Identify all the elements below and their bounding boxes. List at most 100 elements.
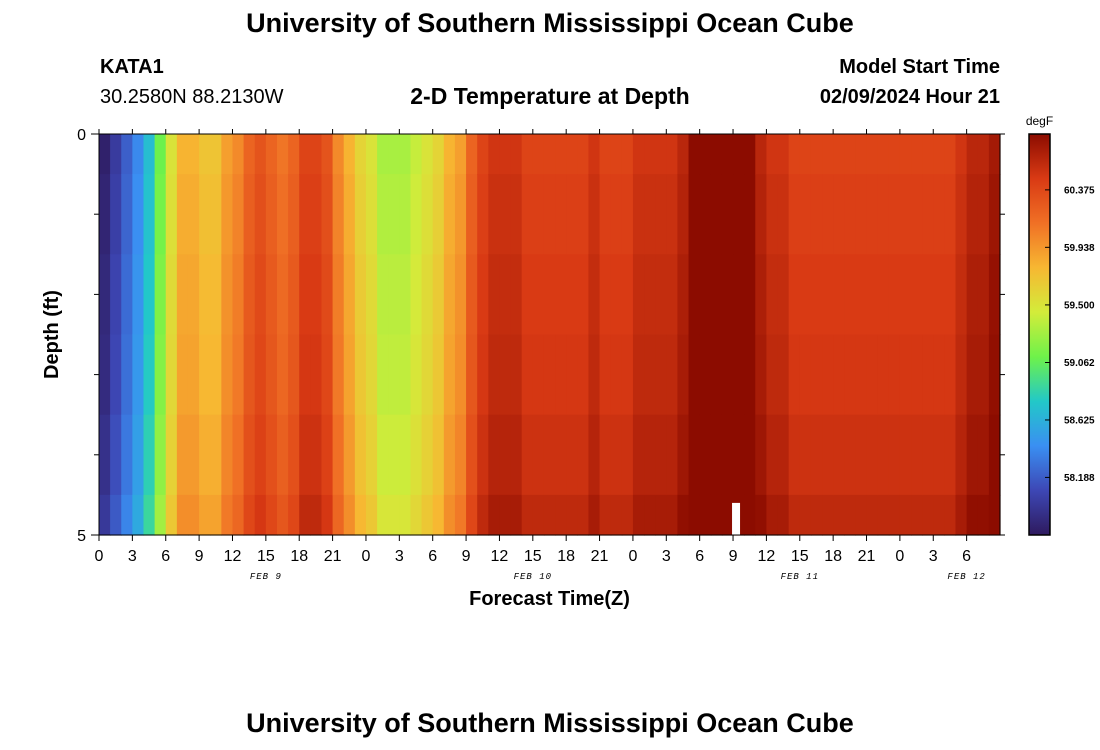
heatmap-cell <box>143 334 156 416</box>
heatmap-cell <box>165 254 178 336</box>
heatmap-cell <box>354 254 367 336</box>
heatmap-cell <box>599 334 612 416</box>
heatmap-cell <box>655 334 667 416</box>
heatmap-cell <box>276 174 289 255</box>
heatmap-cell <box>466 134 478 175</box>
heatmap-cell <box>977 414 990 496</box>
heatmap-cell <box>276 334 289 416</box>
heatmap-cell <box>454 334 467 416</box>
colorbar-unit-label: degF <box>1026 114 1053 128</box>
heatmap-cell <box>365 334 378 416</box>
heatmap-cell <box>99 254 111 336</box>
heatmap-cell <box>933 414 945 496</box>
heatmap-cell <box>844 174 856 255</box>
heatmap-cell <box>677 414 690 496</box>
colorbar: 58.188 58.625 59.062 59.500 59.938 60.375 degF <box>1026 114 1095 536</box>
heatmap-cell <box>321 334 334 416</box>
heatmap-cell <box>844 334 856 416</box>
heatmap-cell <box>176 254 189 336</box>
heatmap-cell <box>632 414 645 496</box>
heatmap-cell <box>532 334 545 416</box>
heatmap-cell <box>610 254 623 336</box>
heatmap-cell <box>766 134 779 175</box>
heatmap-cell <box>911 334 923 416</box>
heatmap-cell <box>644 334 656 416</box>
heatmap-cell <box>710 174 723 255</box>
heatmap-cell <box>799 414 812 496</box>
heatmap-cell <box>766 254 779 336</box>
heatmap-cell <box>421 134 434 175</box>
heatmap-cell <box>399 414 412 496</box>
heatmap-cell <box>988 174 1001 255</box>
heatmap-cell <box>165 494 178 536</box>
heatmap-cell <box>388 334 400 416</box>
temperature-heatmap-chart: 0 3 6 9 12 15 18 21 0 3 6 9 12 15 18 21 0 3 6 9 12 15 18 21 0 3 6 F… <box>41 114 1095 610</box>
heatmap-cell <box>677 254 690 336</box>
heatmap-cell <box>599 134 612 175</box>
heatmap-cell <box>810 334 823 416</box>
heatmap-cell <box>688 254 701 336</box>
heatmap-cell <box>555 494 567 536</box>
heatmap-cell <box>110 334 122 416</box>
heatmap-cell <box>788 174 801 255</box>
heatmap-cell <box>588 334 601 416</box>
heatmap-cell <box>477 174 489 255</box>
heatmap-cell <box>833 334 845 416</box>
heatmap-cell <box>799 494 812 536</box>
x-tick-label: 21 <box>591 548 609 565</box>
heatmap-cell <box>221 334 234 416</box>
heatmap-cell <box>154 254 167 336</box>
heatmap-cell <box>555 334 567 416</box>
heatmap-cell <box>132 334 145 416</box>
colorbar-tick-label: 59.062 <box>1064 358 1095 369</box>
heatmap-cell <box>577 334 590 416</box>
heatmap-cell <box>810 414 823 496</box>
heatmap-cell <box>121 494 133 536</box>
heatmap-cell <box>377 254 389 336</box>
heatmap-cell <box>510 494 523 536</box>
heatmap-cell <box>911 414 923 496</box>
heatmap-cell <box>365 254 378 336</box>
heatmap-cell <box>477 254 489 336</box>
heatmap-cell <box>933 494 945 536</box>
x-tick-label: 9 <box>195 548 204 565</box>
heatmap-cell <box>822 174 834 255</box>
x-axis-title: Forecast Time(Z) <box>469 588 630 610</box>
x-tick-label: 15 <box>257 548 275 565</box>
heatmap-cell <box>354 174 367 255</box>
heatmap-cell <box>332 174 345 255</box>
heatmap-cell <box>988 414 1001 496</box>
heatmap-cell <box>288 134 300 175</box>
heatmap-cell <box>777 174 790 255</box>
heatmap-cell <box>187 494 200 536</box>
heatmap-cell <box>432 174 445 255</box>
x-tick-label: 21 <box>324 548 342 565</box>
heatmap-cell <box>744 414 756 496</box>
heatmap-cell <box>966 134 979 175</box>
heatmap-cell <box>699 134 712 175</box>
x-tick-label: 18 <box>290 548 308 565</box>
heatmap-cell <box>899 254 912 336</box>
heatmap-cell <box>132 494 145 536</box>
heatmap-cell <box>733 134 745 175</box>
heatmap-cell <box>332 134 345 175</box>
heatmap-cell <box>855 414 868 496</box>
heatmap-cell <box>165 174 178 255</box>
heatmap-cell <box>454 134 467 175</box>
heatmap-cell <box>499 494 512 536</box>
heatmap-cell <box>488 254 501 336</box>
heatmap-cell <box>710 134 723 175</box>
heatmap-cell <box>288 414 300 496</box>
colorbar-tick-label: 58.188 <box>1064 473 1095 484</box>
heatmap-cell <box>877 174 890 255</box>
heatmap-cell <box>243 494 256 536</box>
heatmap-cell <box>110 494 122 536</box>
x-tick-label: 3 <box>128 548 137 565</box>
heatmap-cell <box>666 254 679 336</box>
heatmap-cell <box>421 174 434 255</box>
heatmap-cell <box>321 414 334 496</box>
heatmap-cell <box>655 494 667 536</box>
heatmap-cell <box>477 334 489 416</box>
colorbar-tick-label: 60.375 <box>1064 185 1095 196</box>
heatmap-cell <box>176 174 189 255</box>
